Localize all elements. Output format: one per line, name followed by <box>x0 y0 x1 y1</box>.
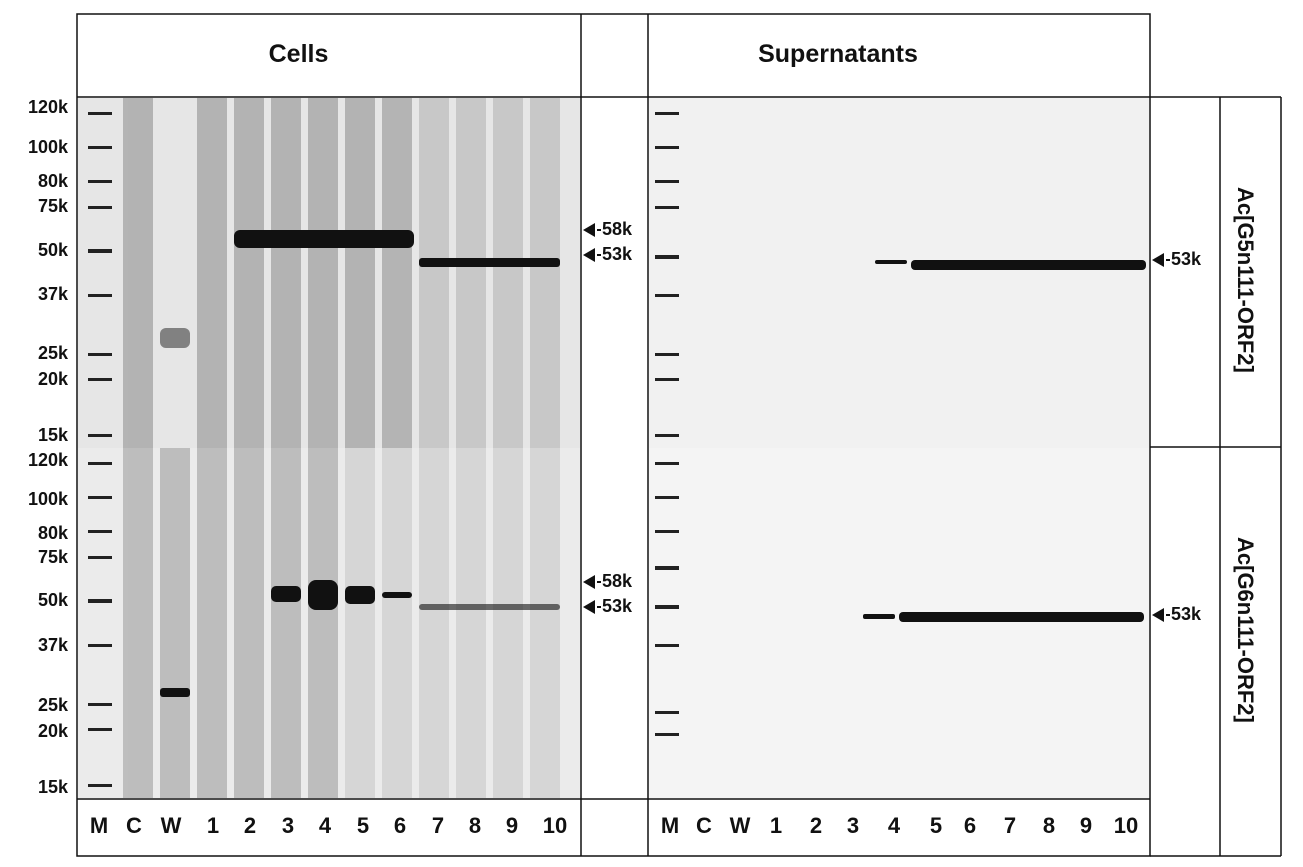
band-label-58k: 58k <box>583 571 632 592</box>
lane-label-cells: 6 <box>393 813 407 838</box>
lane-label-cells: 3 <box>281 813 295 838</box>
lane-label-cells: 2 <box>243 813 257 838</box>
lane-label-supernatants: 8 <box>1042 813 1056 838</box>
lane-label-supernatants: 2 <box>809 813 823 838</box>
lane-label-supernatants: 9 <box>1079 813 1093 838</box>
mw-label-80k: 80k <box>37 523 68 543</box>
arrow-left-icon <box>583 574 595 589</box>
mw-label-50k: 50k <box>37 240 68 260</box>
mw-label-75k: 75k <box>37 196 68 216</box>
lane-label-cells: 10 <box>542 813 568 838</box>
band-label-53k: 53k <box>583 244 632 265</box>
arrow-left-icon <box>583 222 595 237</box>
band-label-58k: 58k <box>583 219 632 240</box>
lane-label-cells: C <box>126 813 142 838</box>
mw-label-120k: 120k <box>27 450 68 470</box>
lane-label-cells: W <box>160 813 182 838</box>
lane-label-cells: 7 <box>431 813 445 838</box>
lane-label-cells: 1 <box>206 813 220 838</box>
lane-label-supernatants: 4 <box>887 813 901 838</box>
row-label-top: Ac[G5n111-ORF2] <box>1233 187 1258 373</box>
mw-label-15k: 15k <box>37 425 68 445</box>
mw-label-120k: 120k <box>27 97 68 117</box>
arrow-left-icon <box>583 599 595 614</box>
mw-label-75k: 75k <box>37 547 68 567</box>
mw-label-100k: 100k <box>27 489 68 509</box>
lane-label-cells: 5 <box>356 813 370 838</box>
gel-supernatants-bottom <box>649 448 1149 798</box>
band-label-53k: 53k <box>1152 249 1201 270</box>
mw-label-20k: 20k <box>37 369 68 389</box>
gel-cells-bottom <box>78 448 580 798</box>
cells-header: Cells <box>268 40 329 68</box>
lane-label-cells: M <box>89 813 109 838</box>
row-label-bottom: Ac[G6n111-ORF2] <box>1233 537 1258 723</box>
lane-label-supernatants: M <box>660 813 680 838</box>
lane-label-supernatants: 3 <box>846 813 860 838</box>
lane-label-supernatants: 7 <box>1003 813 1017 838</box>
band-label-53k: 53k <box>1152 604 1201 625</box>
lane-label-cells: 4 <box>318 813 332 838</box>
lane-label-supernatants: 1 <box>769 813 783 838</box>
arrow-left-icon <box>583 247 595 262</box>
lane-label-supernatants: 10 <box>1113 813 1139 838</box>
arrow-left-icon <box>1152 607 1164 622</box>
lane-label-supernatants: W <box>729 813 751 838</box>
lane-label-supernatants: 5 <box>929 813 943 838</box>
lane-label-supernatants: C <box>696 813 712 838</box>
mw-label-50k: 50k <box>37 590 68 610</box>
mw-label-20k: 20k <box>37 721 68 741</box>
lane-label-supernatants: 6 <box>963 813 977 838</box>
lane-label-cells: 8 <box>468 813 482 838</box>
lane-label-cells: 9 <box>505 813 519 838</box>
mw-label-37k: 37k <box>37 635 68 655</box>
supernatants-header: Supernatants <box>758 40 918 68</box>
mw-label-80k: 80k <box>37 171 68 191</box>
mw-label-37k: 37k <box>37 284 68 304</box>
mw-label-25k: 25k <box>37 695 68 715</box>
mw-label-100k: 100k <box>27 137 68 157</box>
band-label-53k: 53k <box>583 596 632 617</box>
gel-cells-top <box>78 98 580 448</box>
mw-label-15k: 15k <box>37 777 68 797</box>
mw-label-25k: 25k <box>37 343 68 363</box>
gel-supernatants-top <box>649 98 1149 448</box>
arrow-left-icon <box>1152 252 1164 267</box>
